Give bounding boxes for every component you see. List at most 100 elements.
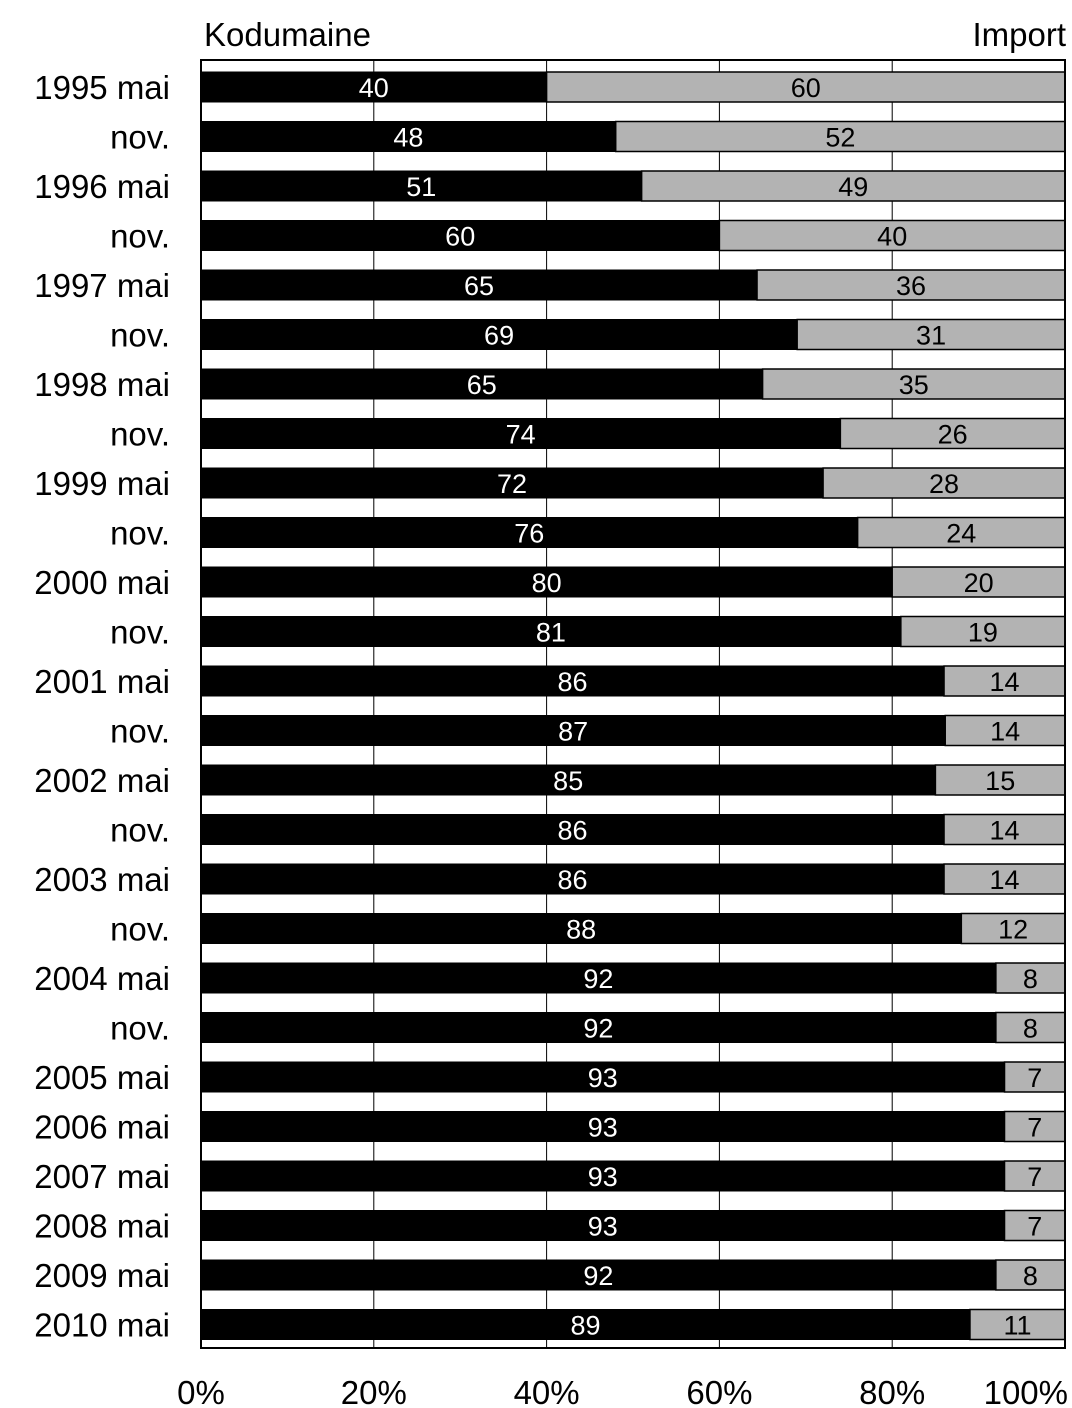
bar-row: 88 12 xyxy=(200,912,1066,945)
data-label-import: 49 xyxy=(838,172,868,202)
data-label-kodumaine: 48 xyxy=(393,123,423,153)
data-label-kodumaine: 74 xyxy=(506,420,536,450)
bar-import xyxy=(944,714,1066,747)
bar-kodumaine xyxy=(200,764,936,796)
data-label-kodumaine: 40 xyxy=(359,73,389,103)
category-label: nov. xyxy=(110,218,170,255)
data-label-kodumaine: 93 xyxy=(588,1113,618,1143)
bar-kodumaine xyxy=(200,665,945,697)
bar-row: 93 7 xyxy=(200,1061,1066,1093)
bar-row: 86 14 xyxy=(200,813,1066,846)
bar-import xyxy=(1003,1061,1066,1093)
data-label-kodumaine: 92 xyxy=(583,964,613,994)
data-label-kodumaine: 80 xyxy=(532,568,562,598)
bar-kodumaine xyxy=(200,1210,1006,1241)
bar-import xyxy=(822,467,1066,499)
bar-row: 92 8 xyxy=(200,1011,1066,1044)
data-label-kodumaine: 81 xyxy=(536,618,566,648)
data-label-kodumaine: 65 xyxy=(464,271,494,301)
category-label: 1999 mai xyxy=(34,465,170,502)
data-label-kodumaine: 86 xyxy=(557,865,587,895)
bar-kodumaine xyxy=(200,1012,997,1043)
category-label: nov. xyxy=(110,713,170,750)
data-label-import: 7 xyxy=(1027,1212,1042,1242)
category-label: nov. xyxy=(110,614,170,651)
bar-import xyxy=(545,71,1066,103)
bar-kodumaine xyxy=(200,1061,1006,1093)
category-label: nov. xyxy=(110,515,170,552)
data-label-kodumaine: 93 xyxy=(588,1162,618,1192)
bar-kodumaine xyxy=(200,566,893,598)
bar-row: 92 8 xyxy=(200,1259,1066,1291)
bar-row: 51 49 xyxy=(200,170,1066,202)
data-label-import: 7 xyxy=(1027,1113,1042,1143)
bar-import xyxy=(761,368,1066,400)
x-tick-label: 20% xyxy=(341,1374,407,1408)
bars: 40 60 48 52 51 49 60 40 65 36 69 31 65 35 74 26 72 28 76 24… xyxy=(200,71,1066,1341)
data-label-kodumaine: 72 xyxy=(497,469,527,499)
bar-kodumaine xyxy=(200,368,764,400)
data-label-import: 12 xyxy=(998,915,1028,945)
category-label: 2004 mai xyxy=(34,960,170,997)
bar-import xyxy=(891,566,1066,598)
data-label-import: 14 xyxy=(989,865,1019,895)
bar-row: 85 15 xyxy=(200,764,1066,796)
bar-row: 65 35 xyxy=(200,368,1066,400)
bar-import xyxy=(900,615,1066,648)
bar-kodumaine xyxy=(200,1160,1006,1192)
category-label: 2007 mai xyxy=(34,1158,170,1195)
category-label: 2010 mai xyxy=(34,1307,170,1344)
category-label: nov. xyxy=(110,317,170,354)
data-label-import: 14 xyxy=(989,816,1019,846)
data-label-import: 24 xyxy=(946,519,976,549)
bar-kodumaine xyxy=(200,1111,1006,1142)
bar-row: 81 19 xyxy=(200,615,1066,648)
legend-kodumaine: Kodumaine xyxy=(204,16,371,53)
bar-row: 69 31 xyxy=(200,318,1066,351)
legend-import: Import xyxy=(972,16,1066,53)
data-label-import: 28 xyxy=(929,469,959,499)
data-label-kodumaine: 93 xyxy=(588,1212,618,1242)
bar-row: 93 7 xyxy=(200,1209,1066,1242)
bar-row: 89 11 xyxy=(200,1308,1066,1341)
bar-row: 93 7 xyxy=(200,1110,1066,1143)
data-label-import: 19 xyxy=(968,618,998,648)
data-label-import: 15 xyxy=(985,766,1015,796)
data-label-kodumaine: 76 xyxy=(514,519,544,549)
bar-kodumaine xyxy=(200,1309,971,1340)
data-label-kodumaine: 92 xyxy=(583,1014,613,1044)
category-label: 2001 mai xyxy=(34,663,170,700)
bar-row: 65 36 xyxy=(200,269,1066,301)
category-label: nov. xyxy=(110,416,170,453)
bar-import xyxy=(995,1259,1066,1291)
data-label-kodumaine: 51 xyxy=(406,172,436,202)
category-label: 2009 mai xyxy=(34,1257,170,1294)
bar-kodumaine xyxy=(200,1259,997,1291)
bar-kodumaine xyxy=(200,121,617,152)
bar-kodumaine xyxy=(200,71,548,103)
data-label-kodumaine: 93 xyxy=(588,1063,618,1093)
x-tick-label: 100% xyxy=(984,1374,1068,1408)
data-label-import: 60 xyxy=(791,73,821,103)
category-label: 1997 mai xyxy=(34,267,170,304)
bar-row: 60 40 xyxy=(200,219,1066,252)
bar-import xyxy=(995,962,1066,994)
data-label-import: 20 xyxy=(964,568,994,598)
data-label-kodumaine: 85 xyxy=(553,766,583,796)
bar-row: 86 14 xyxy=(200,863,1066,895)
x-tick-label: 80% xyxy=(859,1374,925,1408)
data-label-import: 8 xyxy=(1023,1261,1038,1291)
category-label: 2005 mai xyxy=(34,1059,170,1096)
bar-import xyxy=(943,665,1066,697)
data-label-kodumaine: 89 xyxy=(570,1311,600,1341)
data-label-kodumaine: 60 xyxy=(445,222,475,252)
data-label-import: 7 xyxy=(1027,1063,1042,1093)
data-label-import: 40 xyxy=(877,222,907,252)
bar-row: 40 60 xyxy=(200,71,1066,103)
category-label: nov. xyxy=(110,911,170,948)
data-label-import: 14 xyxy=(990,717,1020,747)
x-tick-label: 0% xyxy=(177,1374,225,1408)
bar-import xyxy=(640,170,1066,202)
data-label-import: 35 xyxy=(899,370,929,400)
category-label: 1998 mai xyxy=(34,366,170,403)
